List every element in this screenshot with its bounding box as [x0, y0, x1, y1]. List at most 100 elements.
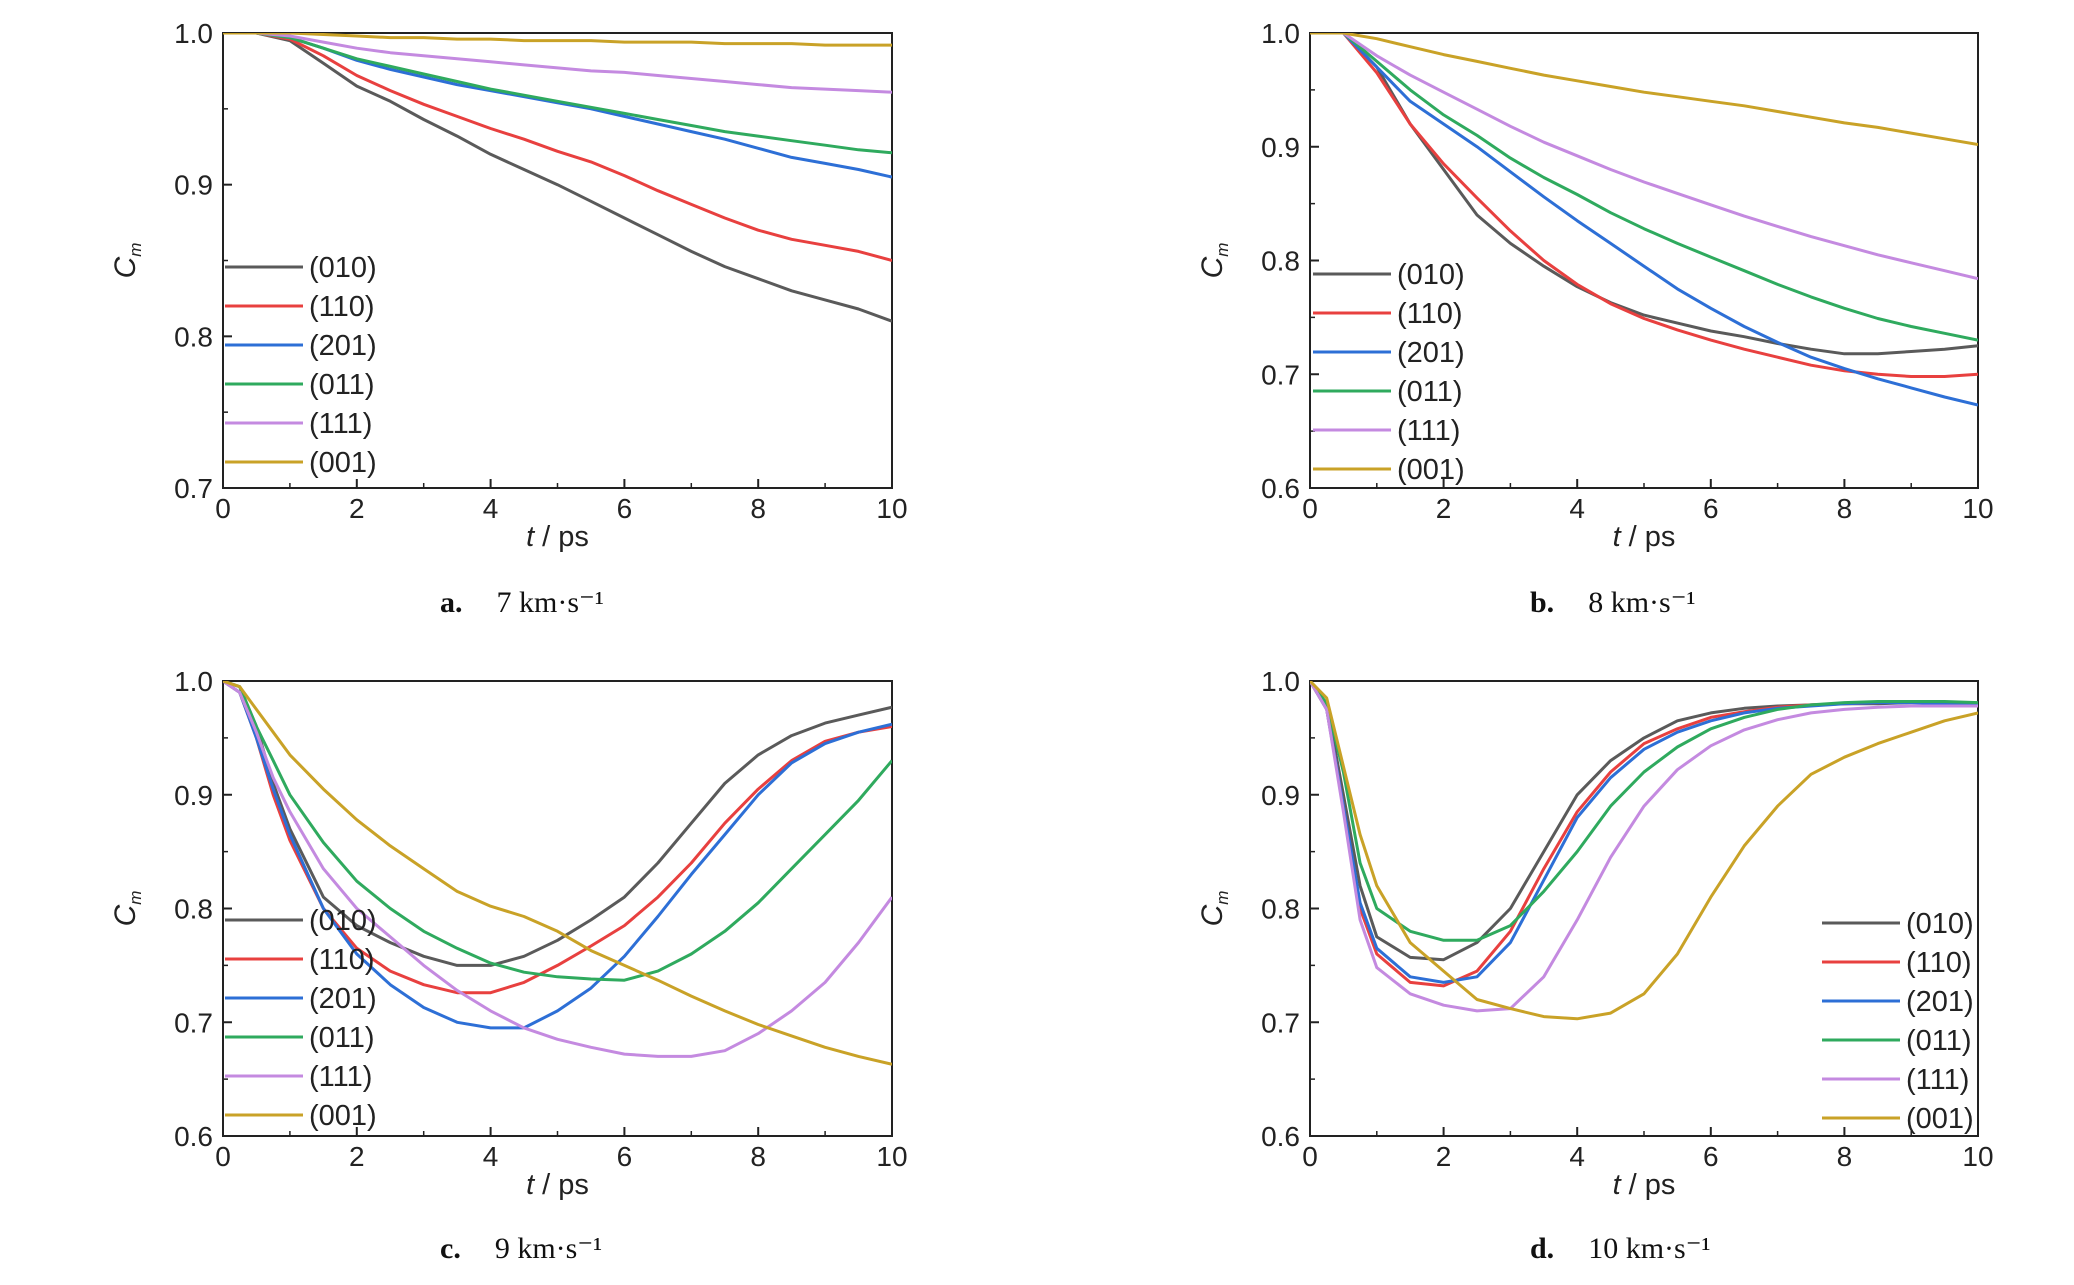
y-axis-label: Cm — [109, 243, 145, 279]
panel-caption: c. 9 km·s⁻¹ — [440, 1232, 602, 1265]
series-line-111 — [223, 33, 892, 94]
x-tick-label: 10 — [1962, 493, 1993, 524]
series-line-011 — [1310, 33, 1978, 342]
x-axis-label: t / ps — [526, 521, 589, 553]
series-line-201 — [1310, 33, 1978, 407]
legend-label: (001) — [1906, 1103, 1974, 1135]
legend-label: (110) — [309, 291, 375, 323]
legend-label: (201) — [309, 330, 377, 362]
legend-label: (110) — [309, 944, 375, 976]
x-tick-label: 2 — [349, 493, 365, 524]
x-tick-label: 2 — [1436, 1141, 1452, 1172]
legend-label: (010) — [309, 252, 377, 284]
x-tick-label: 4 — [483, 1141, 499, 1172]
x-tick-label: 8 — [1837, 1141, 1853, 1172]
legend: (010) (110) (201) (011) (111) (001) — [225, 905, 377, 1132]
series-line-010 — [223, 33, 892, 323]
y-tick-label: 1.0 — [174, 666, 213, 697]
series-line-110 — [223, 33, 892, 262]
x-tick-label: 6 — [1703, 1141, 1719, 1172]
series-line-011 — [223, 681, 892, 982]
x-tick-label: 0 — [1302, 493, 1318, 524]
y-axis-label: Cm — [1196, 243, 1232, 279]
panel-caption: b. 8 km·s⁻¹ — [1530, 586, 1696, 619]
x-tick-label: 4 — [1569, 493, 1585, 524]
panel-caption: a. 7 km·s⁻¹ — [440, 586, 604, 619]
y-tick-label: 0.7 — [174, 473, 213, 504]
legend-label: (010) — [1397, 259, 1465, 291]
x-tick-label: 10 — [876, 493, 907, 524]
x-tick-label: 8 — [1837, 493, 1853, 524]
series-line-011 — [223, 33, 892, 155]
y-tick-label: 0.8 — [1261, 894, 1300, 925]
x-tick-label: 0 — [215, 1141, 231, 1172]
x-tick-label: 4 — [483, 493, 499, 524]
x-tick-label: 4 — [1569, 1141, 1585, 1172]
panel-caption: d. 10 km·s⁻¹ — [1530, 1232, 1711, 1265]
y-tick-label: 0.7 — [174, 1007, 213, 1038]
series-line-201 — [1310, 681, 1978, 984]
x-tick-label: 8 — [750, 1141, 766, 1172]
series-line-110 — [223, 681, 892, 995]
y-tick-label: 0.7 — [1261, 1007, 1300, 1038]
y-tick-label: 0.6 — [174, 1121, 213, 1152]
legend: (010) (110) (201) (011) (111) (001) — [225, 252, 377, 479]
series-line-010 — [223, 681, 892, 967]
legend-label: (111) — [309, 408, 372, 440]
x-tick-label: 8 — [750, 493, 766, 524]
x-tick-label: 10 — [1962, 1141, 1993, 1172]
series-line-110 — [1310, 33, 1978, 378]
series-line-111 — [1310, 681, 1978, 1013]
x-tick-label: 0 — [1302, 1141, 1318, 1172]
y-tick-label: 0.8 — [174, 894, 213, 925]
series-line-001 — [1310, 681, 1978, 1021]
x-tick-label: 6 — [617, 1141, 633, 1172]
x-axis-label: t / ps — [526, 1169, 589, 1201]
series-line-010 — [1310, 681, 1978, 962]
y-tick-label: 0.9 — [1261, 780, 1300, 811]
series-line-111 — [1310, 33, 1978, 281]
y-tick-label: 1.0 — [1261, 666, 1300, 697]
y-tick-label: 0.9 — [174, 170, 213, 201]
x-tick-label: 2 — [349, 1141, 365, 1172]
legend-label: (001) — [309, 447, 377, 479]
x-axis-label: t / ps — [1613, 1169, 1676, 1201]
y-tick-label: 1.0 — [174, 18, 213, 49]
x-tick-label: 10 — [876, 1141, 907, 1172]
y-tick-label: 0.7 — [1261, 359, 1300, 390]
legend-label: (010) — [1906, 908, 1974, 940]
legend-label: (011) — [309, 369, 375, 401]
y-axis-label: Cm — [1196, 891, 1232, 927]
series-line-011 — [1310, 681, 1978, 942]
legend-label: (111) — [1906, 1064, 1969, 1096]
legend-label: (111) — [1397, 415, 1460, 447]
legend-label: (011) — [309, 1022, 375, 1054]
legend-label: (001) — [309, 1100, 377, 1132]
chart-panel-b: 0 2 4 6 8 10 0.6 0.7 0.8 0.9 1.0 t / ps Cm (010) (110)… — [1196, 18, 1994, 619]
legend: (010) (110) (201) (011) (111) (001) — [1822, 908, 1974, 1135]
y-tick-label: 0.6 — [1261, 473, 1300, 504]
x-tick-label: 2 — [1436, 493, 1452, 524]
chart-panel-a: 0 2 4 6 8 10 0.7 0.8 0.9 1.0 t / ps Cm (010) (110) (20… — [109, 18, 908, 619]
x-tick-label: 0 — [215, 493, 231, 524]
x-axis-label: t / ps — [1613, 521, 1676, 553]
legend-label: (111) — [309, 1061, 372, 1093]
y-tick-label: 0.6 — [1261, 1121, 1300, 1152]
y-tick-label: 0.9 — [174, 780, 213, 811]
legend-label: (110) — [1397, 298, 1463, 330]
x-tick-label: 6 — [617, 493, 633, 524]
legend: (010) (110) (201) (011) (111) (001) — [1313, 259, 1465, 486]
series-line-111 — [223, 681, 892, 1058]
series-line-001 — [223, 33, 892, 47]
chart-panel-c: 0 2 4 6 8 10 0.6 0.7 0.8 0.9 1.0 t / ps Cm (010) (110)… — [109, 666, 908, 1265]
series-line-001 — [1310, 33, 1978, 146]
legend-label: (201) — [1906, 986, 1974, 1018]
y-tick-label: 0.8 — [174, 321, 213, 352]
legend-label: (201) — [1397, 337, 1465, 369]
legend-label: (011) — [1397, 376, 1463, 408]
y-tick-label: 1.0 — [1261, 18, 1300, 49]
y-tick-label: 0.9 — [1261, 132, 1300, 163]
legend-label: (001) — [1397, 454, 1465, 486]
legend-label: (110) — [1906, 947, 1972, 979]
